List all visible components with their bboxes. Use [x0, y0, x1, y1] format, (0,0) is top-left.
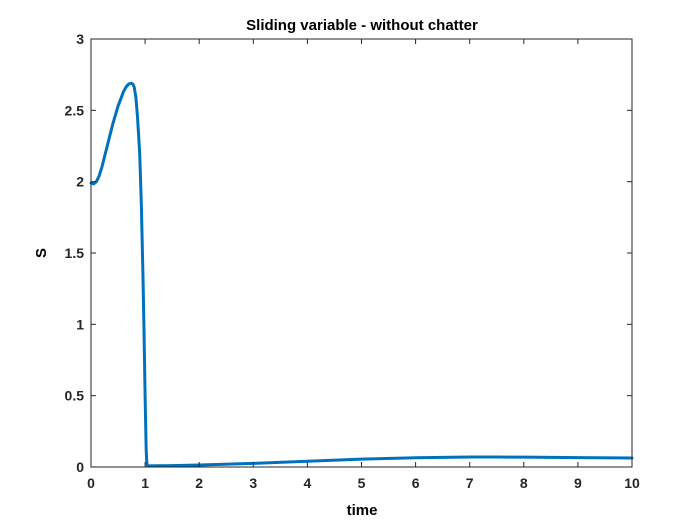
plot-area: [91, 39, 632, 467]
y-axis-ticks: 0 0.5 1 1.5 2 2.5 3: [65, 31, 632, 475]
data-layer: [89, 81, 634, 468]
y-tick-label: 1: [76, 316, 84, 332]
series-line-0: [89, 81, 634, 468]
x-tick-label: 1: [141, 475, 149, 491]
x-tick-label: 9: [574, 475, 582, 491]
y-tick-label: 2: [76, 174, 84, 190]
x-tick-label: 6: [412, 475, 420, 491]
x-tick-label: 5: [358, 475, 366, 491]
x-tick-label: 7: [466, 475, 474, 491]
x-tick-label: 3: [249, 475, 257, 491]
chart-title: Sliding variable - without chatter: [246, 17, 478, 34]
x-tick-label: 2: [195, 475, 203, 491]
y-axis-label: S: [33, 248, 50, 258]
x-axis-ticks: 0 1 2 3 4 5 6 7 8 9 10: [87, 39, 640, 491]
y-tick-label: 0.5: [65, 388, 85, 404]
y-tick-label: 2.5: [65, 102, 85, 118]
x-axis-label: time: [347, 502, 378, 519]
x-tick-label: 10: [624, 475, 640, 491]
x-tick-label: 8: [520, 475, 528, 491]
y-tick-label: 0: [76, 459, 84, 475]
y-tick-label: 1.5: [65, 245, 85, 261]
y-tick-label: 3: [76, 31, 84, 47]
x-tick-label: 0: [87, 475, 95, 491]
x-tick-label: 4: [304, 475, 312, 491]
